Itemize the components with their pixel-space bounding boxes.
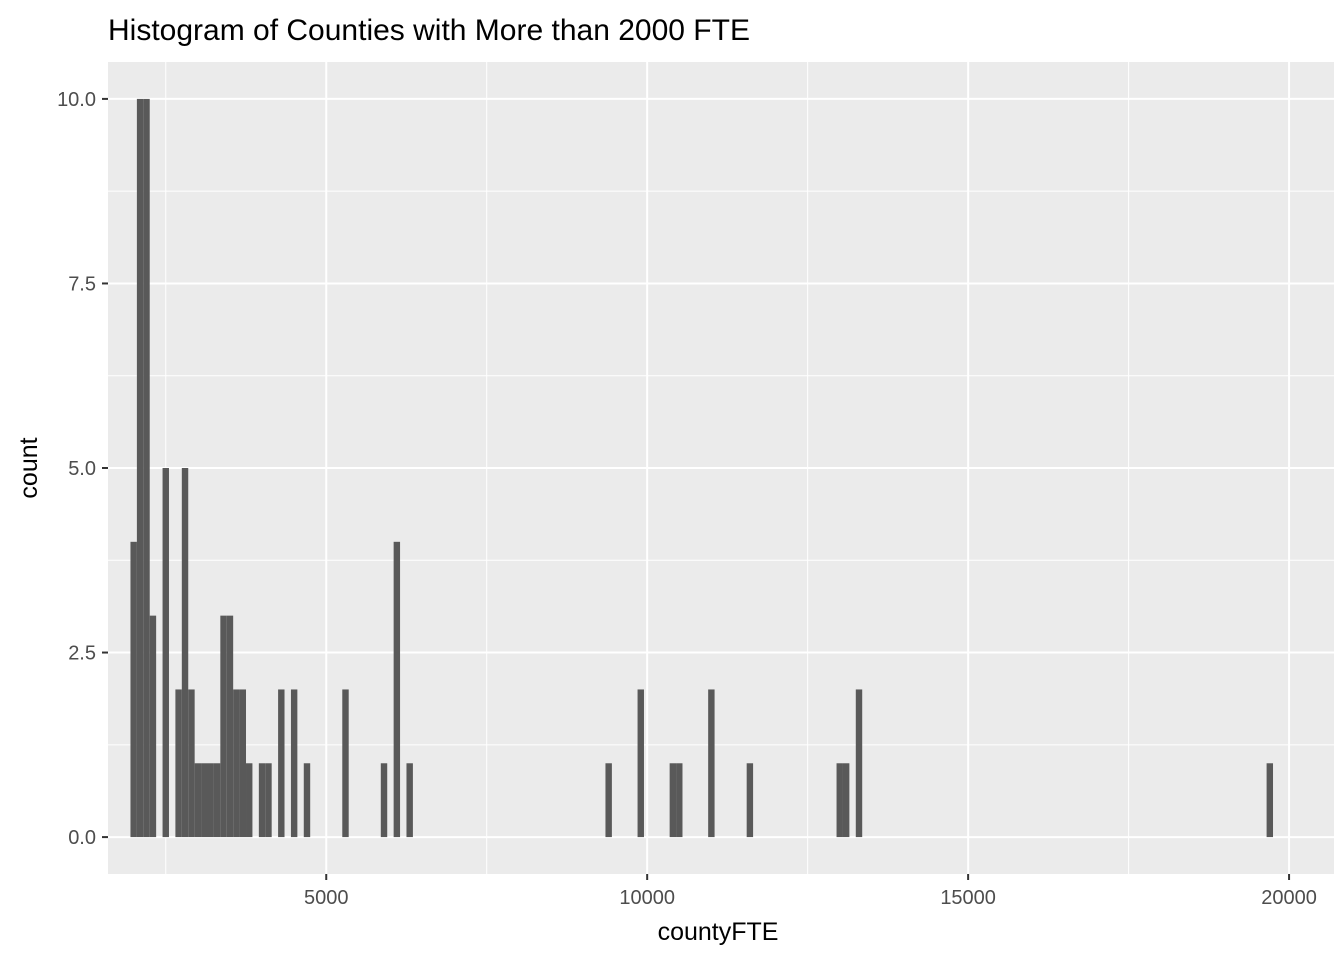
histogram-bar [194, 763, 202, 838]
x-axis: 5000 10000 15000 20000 [304, 874, 1317, 909]
histogram-bar [213, 763, 221, 838]
histogram-bar [676, 763, 683, 838]
histogram-bar [605, 763, 612, 838]
histogram-bar [220, 615, 227, 838]
histogram-bar [246, 763, 253, 838]
histogram-bar [188, 689, 195, 838]
y-tick-label: 0.0 [68, 827, 96, 849]
histogram-bar [207, 763, 214, 838]
histogram-bar [406, 763, 413, 838]
histogram-bar [201, 763, 208, 838]
histogram-bar [181, 468, 189, 838]
x-axis-title: countyFTE [658, 918, 779, 946]
histogram-bar [233, 689, 240, 838]
x-tick-label: 15000 [940, 887, 996, 909]
chart-title: Histogram of Counties with More than 200… [108, 14, 750, 47]
grid-lines [108, 62, 1334, 874]
histogram-bar [149, 615, 157, 838]
histogram-bar [855, 689, 863, 838]
histogram-bar [143, 98, 150, 838]
histogram-bar [708, 689, 715, 838]
histogram-bar [265, 763, 272, 838]
histogram-bar [637, 689, 644, 838]
histogram-bar [136, 98, 144, 838]
x-tick-label: 20000 [1261, 887, 1317, 909]
histogram-bar [130, 541, 137, 838]
histogram-bar [175, 689, 182, 838]
histogram-bar [290, 689, 298, 838]
histogram-bar [226, 615, 234, 838]
y-tick-label: 10.0 [57, 89, 96, 111]
histogram-bar [278, 689, 285, 838]
histogram-bar [303, 763, 311, 838]
histogram-bar [842, 763, 850, 838]
histogram-bar [836, 763, 843, 838]
histogram-bar [239, 689, 247, 838]
x-tick-label: 5000 [304, 887, 349, 909]
y-tick-label: 7.5 [68, 273, 96, 295]
histogram-bar [258, 763, 266, 838]
histogram-bar [669, 763, 677, 838]
y-tick-label: 2.5 [68, 643, 96, 665]
histogram-bar [342, 689, 349, 838]
y-tick-label: 5.0 [68, 458, 96, 480]
histogram-bar [746, 763, 754, 838]
histogram-bar [393, 541, 401, 838]
histogram-bar [162, 468, 169, 838]
y-axis: 0.0 2.5 5.0 7.5 10.0 [57, 89, 108, 849]
x-tick-label: 10000 [619, 887, 675, 909]
histogram-bars [130, 98, 1274, 838]
histogram-bar [1266, 763, 1274, 838]
histogram-bar [380, 763, 388, 838]
y-axis-title: count [15, 437, 43, 498]
